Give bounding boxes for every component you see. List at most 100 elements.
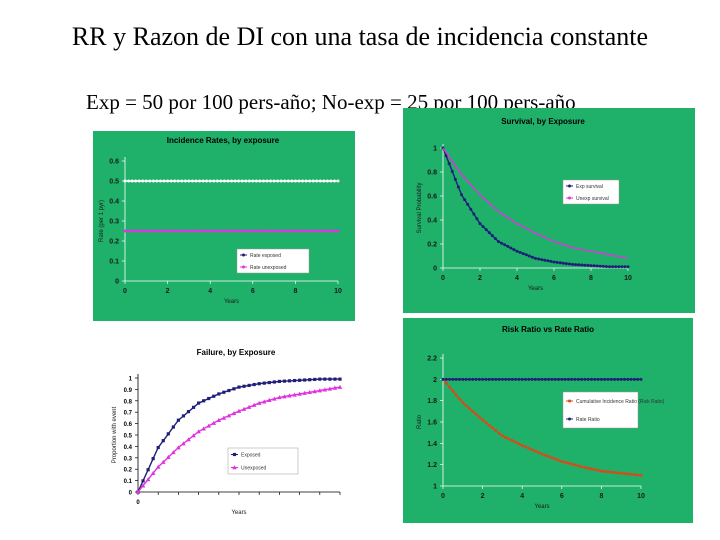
data-point <box>276 229 280 233</box>
data-point <box>514 377 518 381</box>
data-point <box>162 229 166 233</box>
y-tick-label: 0.3 <box>124 456 133 462</box>
data-point <box>547 454 551 458</box>
data-point <box>506 244 510 248</box>
legend-marker <box>568 184 571 188</box>
data-point <box>186 437 191 442</box>
data-point <box>563 460 567 464</box>
data-point <box>574 263 578 267</box>
data-point <box>323 377 327 381</box>
data-point <box>441 377 445 381</box>
data-point <box>593 468 597 472</box>
data-point <box>318 229 322 233</box>
data-point <box>315 179 319 183</box>
data-point <box>272 396 277 401</box>
data-point <box>510 377 514 381</box>
legend-marker <box>242 265 245 269</box>
data-point <box>159 229 162 233</box>
data-point <box>322 179 326 183</box>
data-point <box>590 377 593 381</box>
data-point <box>527 254 531 258</box>
legend-label: Exposed <box>241 453 261 459</box>
x-tick-label: 10 <box>334 288 342 295</box>
chart-background <box>403 318 693 523</box>
x-tick-label: 6 <box>251 288 255 295</box>
y-tick-label: 0 <box>115 279 119 286</box>
x-axis-label: Years <box>224 299 239 305</box>
data-point <box>148 179 152 183</box>
data-point <box>332 385 338 390</box>
data-point <box>623 472 626 476</box>
data-point <box>290 229 294 233</box>
x-tick-label: 6 <box>552 275 556 282</box>
data-point <box>504 377 508 381</box>
data-point <box>552 260 556 264</box>
legend-marker <box>232 452 237 457</box>
data-point <box>598 264 602 268</box>
legend-label: Unexp survival <box>576 196 609 202</box>
data-point <box>144 229 148 233</box>
data-point <box>484 421 488 425</box>
data-point <box>458 377 461 381</box>
data-point <box>570 377 574 381</box>
y-tick-label: 1.4 <box>427 441 437 448</box>
data-point <box>450 169 454 173</box>
data-point <box>550 456 554 460</box>
data-point <box>187 229 191 233</box>
legend-label: Unexposed <box>241 466 267 472</box>
data-point <box>303 378 307 382</box>
data-point <box>484 377 488 381</box>
data-point <box>537 377 541 381</box>
data-point <box>201 179 205 183</box>
data-point <box>183 229 187 233</box>
data-point <box>244 179 248 183</box>
data-point <box>269 179 273 183</box>
chart-title: Risk Ratio vs Rate Ratio <box>502 325 594 334</box>
data-point <box>490 234 494 238</box>
data-point <box>219 179 223 183</box>
data-point <box>160 459 166 464</box>
data-point <box>308 378 312 382</box>
x-tick-label: 4 <box>515 275 519 282</box>
data-point <box>267 380 271 385</box>
data-point <box>337 384 343 389</box>
data-point <box>240 179 244 183</box>
data-point <box>328 377 332 381</box>
legend-box <box>562 179 620 205</box>
data-point <box>166 432 170 436</box>
data-point <box>571 262 574 266</box>
data-point <box>636 473 640 477</box>
data-point <box>207 396 211 401</box>
chart-title: Incidence Rates, by exposure <box>167 136 280 145</box>
data-point <box>500 434 504 438</box>
data-point <box>527 446 531 450</box>
data-point <box>254 229 258 233</box>
data-point <box>592 264 596 268</box>
y-tick-label: 1.6 <box>427 420 437 427</box>
data-point <box>311 179 315 183</box>
data-point <box>613 377 617 381</box>
y-axis-label: Ratio <box>417 414 423 429</box>
data-point <box>212 229 216 233</box>
data-point <box>318 377 322 381</box>
data-point <box>546 259 550 263</box>
data-point <box>216 417 222 422</box>
x-tick-label: 8 <box>589 275 593 282</box>
data-point <box>514 440 518 444</box>
data-point <box>332 179 336 183</box>
y-tick-label: 0.5 <box>109 179 119 186</box>
data-point <box>173 229 177 233</box>
data-point <box>456 185 460 189</box>
data-point <box>145 477 151 482</box>
x-tick-label: 10 <box>624 275 632 282</box>
data-point <box>190 179 194 183</box>
data-point <box>451 377 455 381</box>
data-point <box>543 258 547 262</box>
data-point <box>265 179 269 183</box>
data-point <box>155 464 161 469</box>
data-point <box>530 377 534 381</box>
data-point <box>601 264 605 268</box>
data-point <box>315 229 319 233</box>
x-tick-label: 0 <box>441 275 445 282</box>
data-point <box>205 179 209 183</box>
